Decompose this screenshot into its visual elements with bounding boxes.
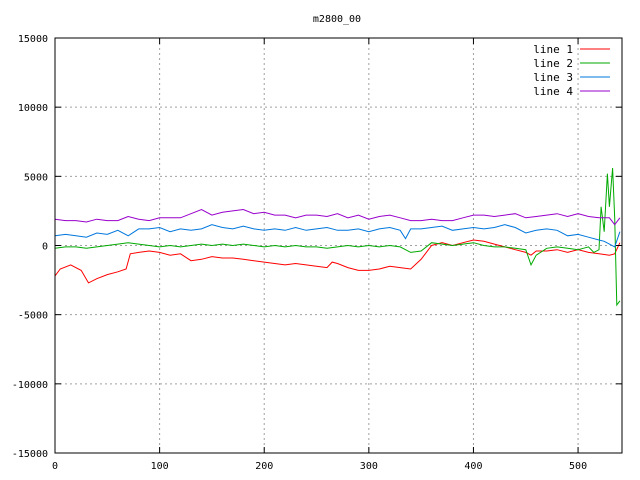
x-tick-label: 400 (464, 461, 482, 472)
y-tick-label: -10000 (12, 380, 48, 391)
x-tick-label: 200 (255, 461, 273, 472)
axes: 0 100 200 300 400 500 -15000 -10000 -5000 0 5000 10… (12, 34, 622, 472)
legend-label-2: line 2 (533, 57, 573, 70)
legend-label-3: line 3 (533, 71, 573, 84)
grid (55, 38, 622, 453)
series-line-1 (54, 239, 621, 284)
series-line-3 (54, 224, 621, 248)
legend-label-4: line 4 (533, 85, 573, 98)
y-tick-label: 10000 (18, 103, 48, 114)
series-lines (54, 167, 621, 307)
x-tick-label: 300 (360, 461, 378, 472)
series-line-2 (54, 167, 621, 307)
series-line-4 (54, 208, 621, 226)
legend-label-1: line 1 (533, 43, 573, 56)
y-tick-label: -5000 (18, 311, 48, 322)
x-tick-label: 100 (151, 461, 169, 472)
y-tick-label: 15000 (18, 34, 48, 45)
y-tick-label: 5000 (24, 172, 48, 183)
chart-title: m2800_00 (313, 14, 361, 25)
x-tick-label: 0 (52, 461, 58, 472)
y-tick-label: 0 (42, 242, 48, 253)
x-tick-label: 500 (569, 461, 587, 472)
y-tick-label: -15000 (12, 449, 48, 460)
